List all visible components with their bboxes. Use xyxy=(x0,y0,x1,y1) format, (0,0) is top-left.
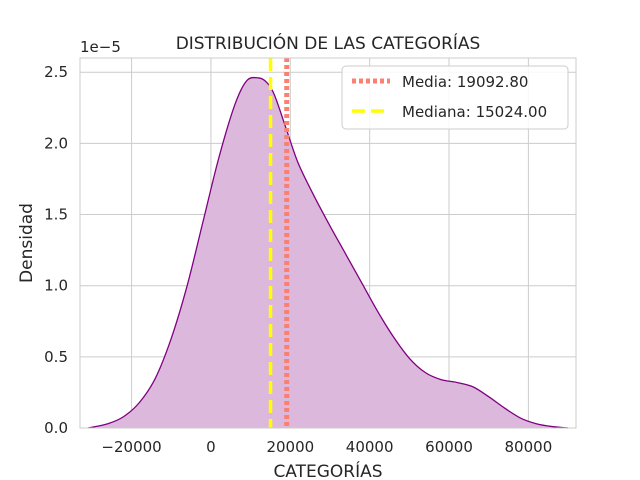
plot-frame xyxy=(79,57,577,429)
density-curve xyxy=(87,76,569,429)
x-tick-label: 60000 xyxy=(425,438,473,456)
legend-mean-label: Media: 19092.80 xyxy=(402,73,528,91)
x-tick-label: 0 xyxy=(206,438,216,456)
x-tick-label: 40000 xyxy=(346,438,394,456)
x-axis-label: CATEGORÍAS xyxy=(273,460,382,480)
y-tick-labels: 0.0 0.5 1.0 1.5 2.0 2.5 xyxy=(44,63,68,437)
y-scale-label: 1e−5 xyxy=(80,38,121,56)
density-fill xyxy=(87,77,569,428)
y-tick-label: 1.5 xyxy=(44,206,68,224)
chart-title: DISTRIBUCIÓN DE LAS CATEGORÍAS xyxy=(176,32,481,54)
legend-box xyxy=(341,65,569,130)
legend: Media: 19092.80 Mediana: 15024.00 xyxy=(341,65,569,130)
y-tick-label: 0.5 xyxy=(44,348,68,366)
x-tick-label: 80000 xyxy=(505,438,553,456)
reference-lines xyxy=(268,58,290,428)
y-tick-label: 0.0 xyxy=(44,419,68,437)
y-tick-label: 2.0 xyxy=(44,134,68,152)
y-axis-label: Densidad xyxy=(17,203,37,283)
y-tick-label: 2.5 xyxy=(44,63,68,81)
x-tick-label: 20000 xyxy=(266,438,314,456)
density-area xyxy=(87,76,569,429)
x-tick-label: −20000 xyxy=(101,438,161,456)
y-tick-label: 1.0 xyxy=(44,277,68,295)
x-tick-labels: −20000 0 20000 40000 60000 80000 xyxy=(101,438,552,456)
legend-median-label: Mediana: 15024.00 xyxy=(402,103,547,121)
